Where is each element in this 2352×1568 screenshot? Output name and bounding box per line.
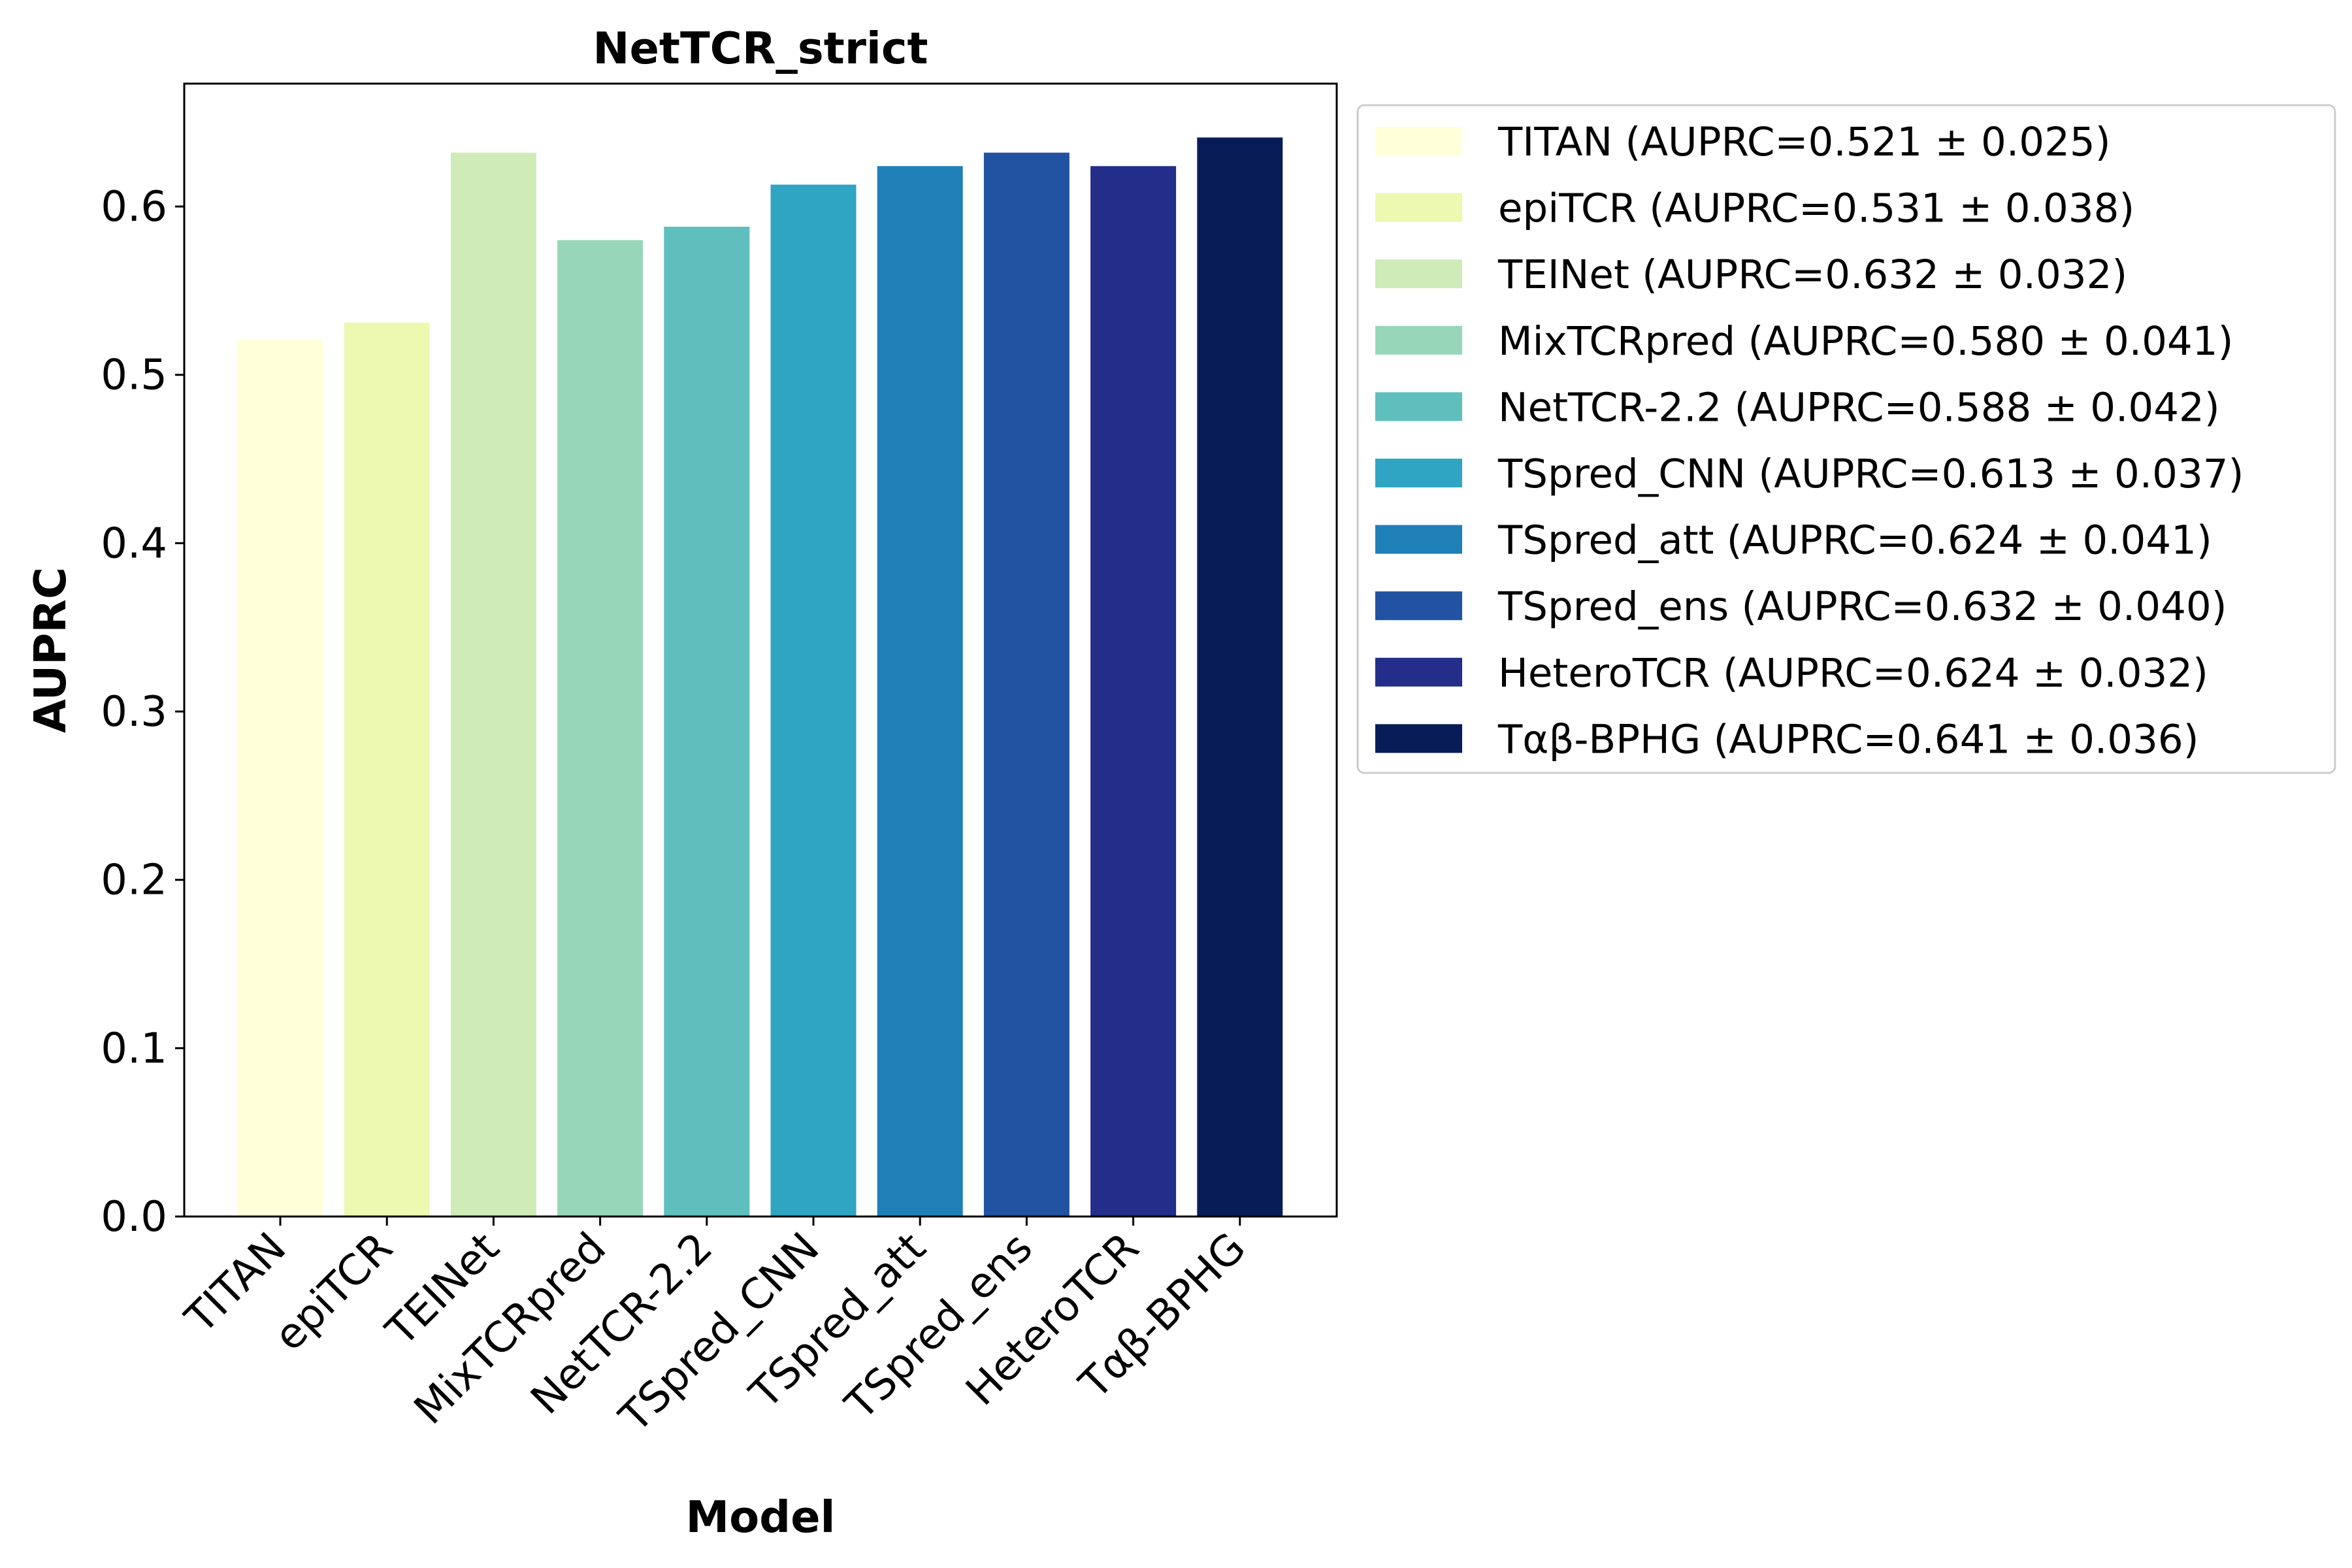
y-tick-label: 0.4 bbox=[101, 519, 167, 568]
bar-7 bbox=[877, 166, 963, 1217]
legend-swatch-5 bbox=[1375, 392, 1462, 421]
legend-label-3: TEINet (AUPRC=0.632 ± 0.032) bbox=[1497, 252, 2127, 298]
legend-swatch-1 bbox=[1375, 127, 1462, 155]
legend-swatch-10 bbox=[1375, 724, 1462, 753]
chart-title: NetTCR_strict bbox=[593, 23, 928, 74]
bar-4 bbox=[557, 240, 644, 1217]
plot-frame bbox=[183, 82, 1338, 1218]
legend-label-9: HeteroTCR (AUPRC=0.624 ± 0.032) bbox=[1498, 650, 2208, 696]
legend: TITAN (AUPRC=0.521 ± 0.025) epiTCR (AUPRC… bbox=[1356, 104, 2336, 774]
legend-label-8: TSpred_ens (AUPRC=0.632 ± 0.040) bbox=[1497, 583, 2227, 630]
y-tick-label: 0.1 bbox=[101, 1024, 167, 1073]
legend-label-1: TITAN (AUPRC=0.521 ± 0.025) bbox=[1497, 119, 2111, 165]
x-axis: TITANepiTCRTEINetMixTCRpredNetTCR-2.2TSp… bbox=[176, 1217, 1255, 1442]
legend-swatch-9 bbox=[1375, 657, 1462, 687]
bar-6 bbox=[770, 184, 857, 1217]
bar-8 bbox=[983, 152, 1070, 1217]
bar-1 bbox=[237, 339, 323, 1217]
y-tick-label: 0.0 bbox=[101, 1193, 167, 1241]
x-axis-label: Model bbox=[685, 1492, 835, 1543]
legend-label-7: TSpred_att (AUPRC=0.624 ± 0.041) bbox=[1497, 517, 2212, 564]
legend-label-4: MixTCRpred (AUPRC=0.580 ± 0.041) bbox=[1498, 318, 2233, 365]
bar-9 bbox=[1090, 166, 1177, 1217]
legend-label-6: TSpred_CNN (AUPRC=0.613 ± 0.037) bbox=[1497, 451, 2244, 497]
legend-frame bbox=[1356, 104, 2336, 774]
y-axis-label: AUPRC bbox=[25, 567, 76, 733]
y-tick-label: 0.5 bbox=[101, 351, 167, 400]
legend-swatch-2 bbox=[1375, 193, 1462, 222]
legend-label-5: NetTCR-2.2 (AUPRC=0.588 ± 0.042) bbox=[1498, 384, 2220, 431]
x-tick-label: epiTCR bbox=[265, 1224, 402, 1361]
bar-5 bbox=[664, 227, 750, 1217]
bar-10 bbox=[1197, 137, 1283, 1217]
y-tick-label: 0.2 bbox=[101, 857, 167, 905]
legend-swatch-7 bbox=[1375, 525, 1462, 554]
legend-swatch-8 bbox=[1375, 591, 1462, 621]
y-tick-label: 0.6 bbox=[101, 183, 167, 231]
legend-label-10: Tαβ-BPHG (AUPRC=0.641 ± 0.036) bbox=[1497, 716, 2199, 762]
y-axis: 0.0 0.1 0.2 0.3 0.4 0.5 0.6 bbox=[101, 183, 184, 1241]
legend-swatch-3 bbox=[1375, 259, 1462, 289]
bars-group bbox=[237, 137, 1283, 1217]
legend-label-2: epiTCR (AUPRC=0.531 ± 0.038) bbox=[1498, 186, 2134, 232]
legend-swatch-4 bbox=[1375, 325, 1462, 355]
legend-swatch-6 bbox=[1375, 459, 1462, 487]
y-tick-label: 0.3 bbox=[101, 688, 167, 736]
bar-3 bbox=[450, 152, 536, 1217]
bar-2 bbox=[344, 322, 430, 1217]
